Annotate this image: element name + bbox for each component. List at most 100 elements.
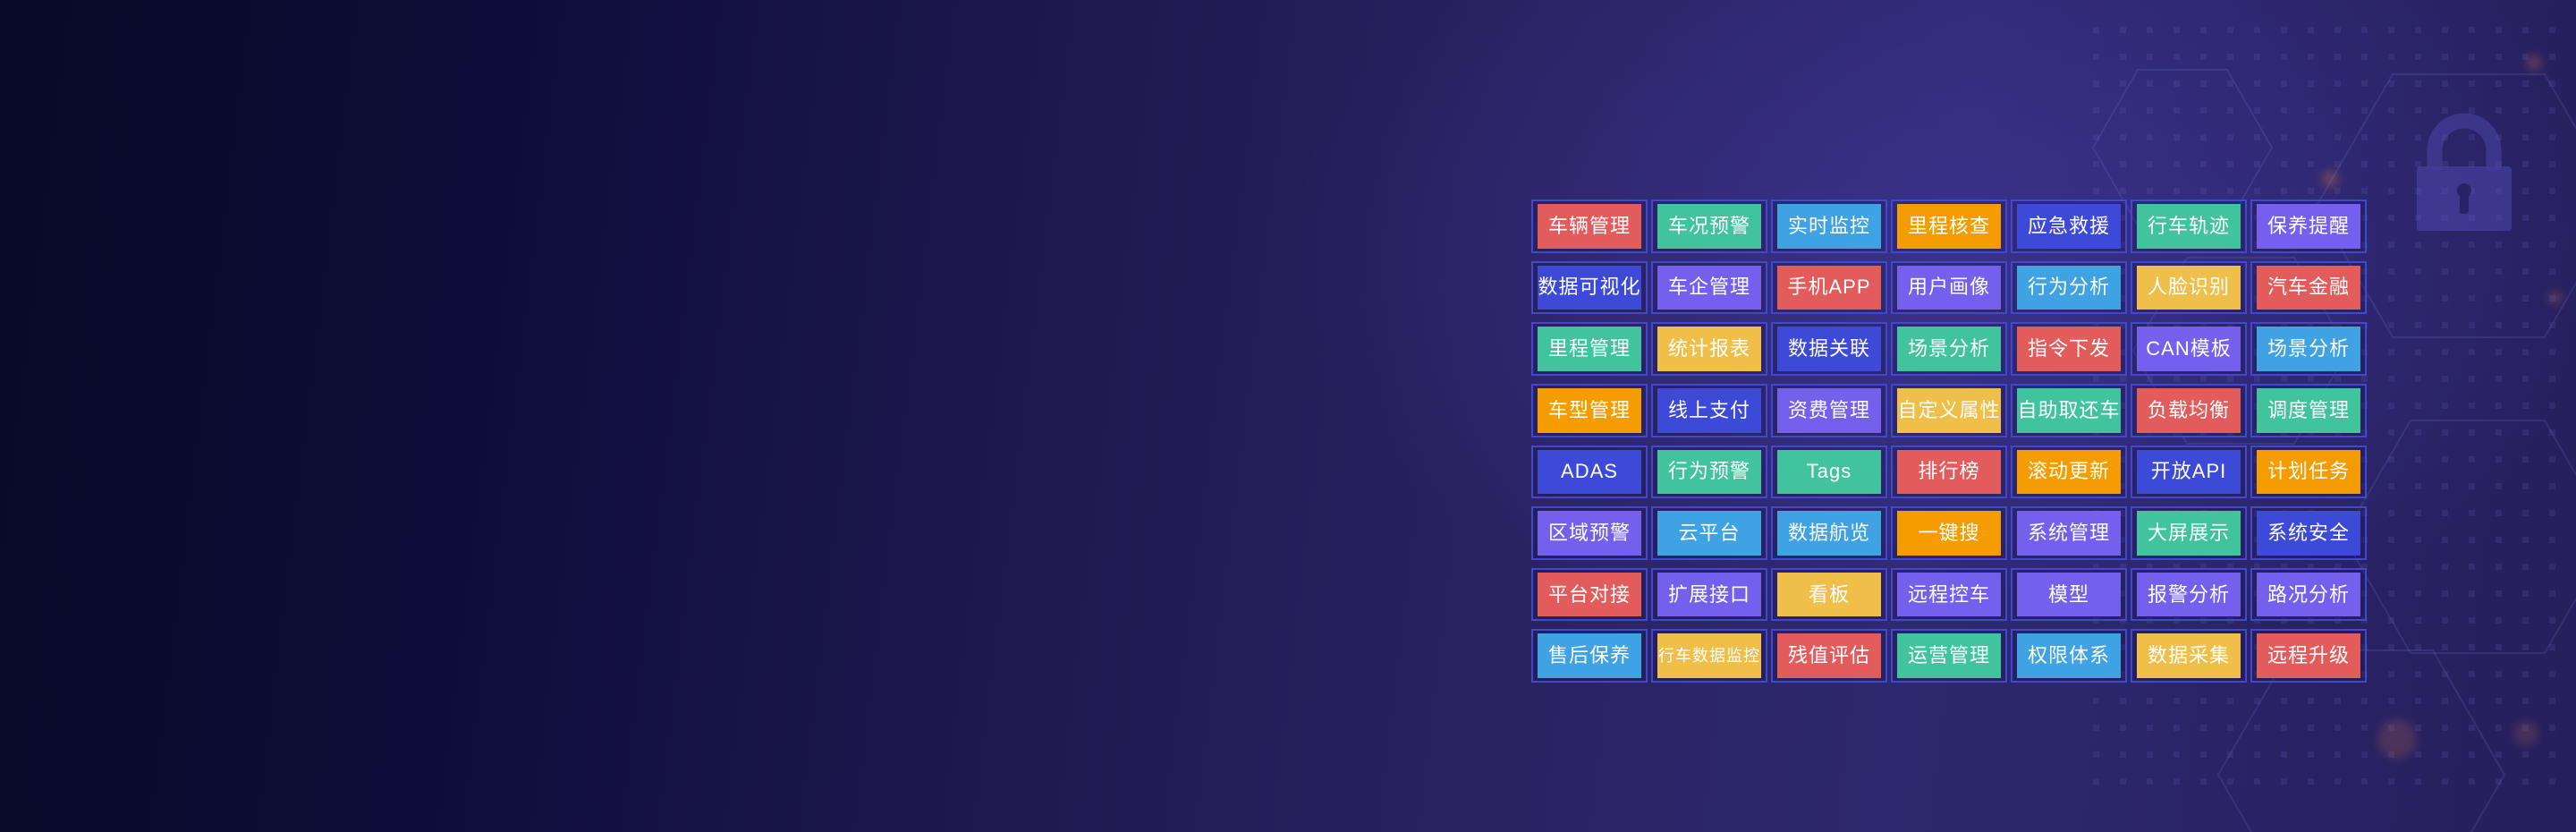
feature-tag[interactable]: 场景分析 [1891, 322, 2007, 376]
feature-tag-label: 开放API [2150, 460, 2227, 483]
feature-tag-label: 扩展接口 [1667, 582, 1750, 606]
feature-tag[interactable]: 排行榜 [1891, 445, 2007, 499]
feature-tag-fill: 数据航览 [1777, 511, 1881, 556]
glow-dot [2548, 291, 2563, 305]
feature-tag[interactable]: 行为分析 [2011, 260, 2127, 315]
feature-tag-fill: 实时监控 [1777, 204, 1881, 249]
feature-tag[interactable]: 数据航览 [1771, 506, 1887, 560]
feature-tag[interactable]: 扩展接口 [1651, 567, 1767, 622]
feature-tag-fill: 自定义属性 [1897, 387, 2001, 433]
feature-tag[interactable]: 滚动更新 [2011, 445, 2127, 499]
feature-tag[interactable]: 统计报表 [1651, 322, 1767, 376]
feature-tag[interactable]: 看板 [1771, 567, 1887, 622]
feature-tag[interactable]: 负载均衡 [2131, 383, 2247, 437]
feature-tag[interactable]: 里程核查 [1891, 200, 2007, 253]
feature-tag-fill: 售后保养 [1538, 633, 1641, 678]
feature-tag-label: 运营管理 [1907, 644, 1990, 667]
feature-tag[interactable]: 调度管理 [2250, 383, 2367, 437]
feature-tag-label: 车况预警 [1667, 214, 1750, 237]
feature-tag-fill: 大屏展示 [2137, 511, 2241, 556]
feature-tag-fill: 滚动更新 [2017, 449, 2121, 495]
feature-tag-label: 一键搜 [1918, 521, 1980, 544]
feature-tag[interactable]: 运营管理 [1891, 629, 2007, 683]
feature-tag[interactable]: 车型管理 [1531, 383, 1648, 437]
feature-tag-label: 应急救援 [2027, 214, 2110, 237]
feature-tag-fill: 云平台 [1657, 511, 1761, 556]
feature-tag-label: Tags [1806, 460, 1852, 483]
feature-tag[interactable]: 行为预警 [1651, 445, 1767, 499]
feature-tag-fill: 平台对接 [1538, 572, 1641, 617]
feature-tag[interactable]: 用户画像 [1891, 260, 2007, 315]
feature-tag[interactable]: 车况预警 [1651, 200, 1767, 253]
feature-tag-label: CAN模板 [2146, 337, 2232, 361]
feature-tag-label: 人脸识别 [2147, 276, 2230, 299]
feature-tag[interactable]: 云平台 [1651, 506, 1767, 560]
feature-tag[interactable]: 手机APP [1771, 260, 1887, 315]
feature-tag[interactable]: 数据可视化 [1531, 260, 1648, 315]
feature-tag-fill: 行为预警 [1657, 449, 1761, 495]
feature-tag[interactable]: 车辆管理 [1531, 200, 1648, 253]
feature-tag[interactable]: 平台对接 [1531, 567, 1648, 622]
feature-tag-label: 系统管理 [2027, 521, 2110, 544]
feature-tag-label: 车辆管理 [1547, 214, 1631, 237]
feature-tag-fill: 排行榜 [1897, 449, 2001, 495]
feature-tag-label: 手机APP [1787, 276, 1871, 299]
feature-tag[interactable]: 系统安全 [2250, 506, 2367, 560]
feature-tag[interactable]: 实时监控 [1771, 200, 1887, 253]
feature-tag[interactable]: 数据关联 [1771, 322, 1887, 376]
feature-tag[interactable]: 车企管理 [1651, 260, 1767, 315]
feature-tag[interactable]: 模型 [2011, 567, 2127, 622]
feature-tag-fill: 远程升级 [2257, 633, 2360, 678]
feature-tag-fill: 车型管理 [1538, 387, 1641, 433]
feature-tag[interactable]: 远程升级 [2250, 629, 2367, 683]
feature-tag-label: 里程核查 [1907, 214, 1990, 237]
feature-tag[interactable]: 里程管理 [1531, 322, 1648, 376]
feature-tag-label: 平台对接 [1547, 582, 1631, 606]
feature-tag[interactable]: 行车数据监控 [1651, 629, 1767, 683]
feature-tag-label: 区域预警 [1547, 521, 1631, 544]
glow-dot [2526, 55, 2542, 71]
feature-tag[interactable]: 数据采集 [2131, 629, 2247, 683]
feature-tag-fill: 运营管理 [1897, 633, 2001, 678]
feature-tag[interactable]: 资费管理 [1771, 383, 1887, 437]
feature-tag-fill: 车辆管理 [1538, 204, 1641, 249]
feature-tag-label: 权限体系 [2027, 644, 2110, 667]
feature-tag[interactable]: 自定义属性 [1891, 383, 2007, 437]
feature-tag-fill: 扩展接口 [1657, 572, 1761, 617]
feature-tag[interactable]: 开放API [2131, 445, 2247, 499]
feature-tag-label: 线上支付 [1667, 398, 1750, 421]
feature-tag[interactable]: 计划任务 [2250, 445, 2367, 499]
feature-tag-fill: 车况预警 [1657, 204, 1761, 249]
feature-tag[interactable]: 行车轨迹 [2131, 200, 2247, 253]
feature-tag[interactable]: 指令下发 [2011, 322, 2127, 376]
feature-tag-label: 路况分析 [2267, 582, 2350, 606]
feature-tag[interactable]: 自助取还车 [2011, 383, 2127, 437]
feature-tag-fill: 汽车金融 [2257, 265, 2360, 310]
feature-tag[interactable]: 一键搜 [1891, 506, 2007, 560]
feature-tag[interactable]: 线上支付 [1651, 383, 1767, 437]
feature-tag[interactable]: 远程控车 [1891, 567, 2007, 622]
feature-tag[interactable]: CAN模板 [2131, 322, 2247, 376]
feature-tag-fill: 线上支付 [1657, 387, 1761, 433]
feature-tag-label: 调度管理 [2267, 398, 2350, 421]
feature-tag[interactable]: Tags [1771, 445, 1887, 499]
feature-tag-fill: 指令下发 [2017, 327, 2121, 371]
feature-tag[interactable]: 报警分析 [2131, 567, 2247, 622]
feature-tag[interactable]: 人脸识别 [2131, 260, 2247, 315]
feature-tag-label: 模型 [2047, 582, 2089, 606]
feature-tag-fill: 计划任务 [2257, 449, 2360, 495]
feature-tag[interactable]: 系统管理 [2011, 506, 2127, 560]
feature-tag[interactable]: 残值评估 [1771, 629, 1887, 683]
feature-tag[interactable]: 汽车金融 [2250, 260, 2367, 315]
feature-tag[interactable]: 路况分析 [2250, 567, 2367, 622]
feature-tag[interactable]: ADAS [1531, 445, 1648, 499]
feature-tag[interactable]: 区域预警 [1531, 506, 1648, 560]
feature-tag-fill: 数据关联 [1777, 327, 1881, 371]
feature-tag[interactable]: 权限体系 [2011, 629, 2127, 683]
feature-tag[interactable]: 大屏展示 [2131, 506, 2247, 560]
feature-tag[interactable]: 场景分析 [2250, 322, 2367, 376]
feature-tag[interactable]: 保养提醒 [2250, 200, 2367, 253]
feature-tag-fill: 场景分析 [1897, 327, 2001, 371]
feature-tag[interactable]: 售后保养 [1531, 629, 1648, 683]
feature-tag[interactable]: 应急救援 [2011, 200, 2127, 253]
